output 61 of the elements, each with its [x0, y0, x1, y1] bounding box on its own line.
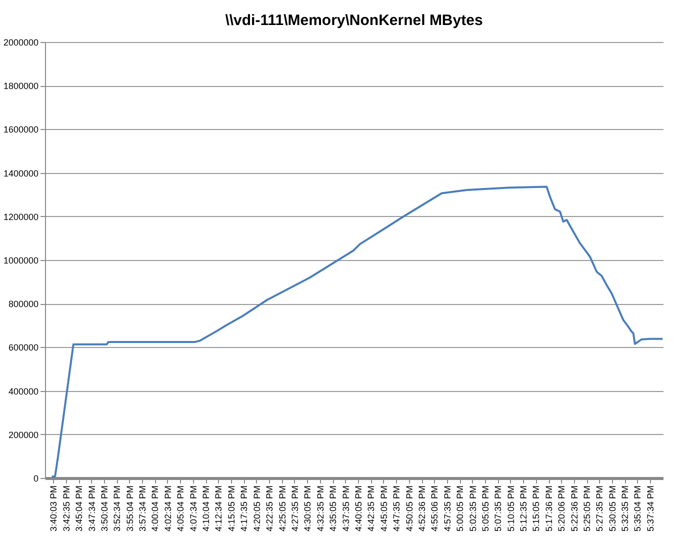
x-tick-label: 5:05:05 PM: [480, 486, 490, 532]
x-tick-label: 4:45:05 PM: [378, 486, 389, 532]
x-tick-label: 5:37:34 PM: [645, 486, 656, 532]
x-tick-label: 4:05:04 PM: [176, 486, 186, 532]
x-tick-label: 4:42:35 PM: [366, 486, 376, 532]
x-tick-label: 4:32:35 PM: [315, 486, 326, 532]
x-tick-label: 4:00:04 PM: [150, 486, 160, 532]
x-tick-label: 3:40:03 PM: [48, 486, 59, 532]
y-tick-label: 0: [33, 474, 38, 484]
y-tick-label: 600000: [8, 342, 38, 353]
x-tick-label: 5:30:05 PM: [607, 486, 618, 532]
x-tick-label: 4:55:06 PM: [430, 486, 440, 532]
x-tick-label: 5:25:05 PM: [582, 486, 592, 532]
y-tick-label: 1800000: [3, 81, 38, 92]
x-tick-label: 4:12:34 PM: [214, 486, 224, 532]
x-tick-label: 3:42:35 PM: [61, 486, 72, 532]
x-tick-label: 4:07:34 PM: [188, 486, 198, 532]
x-tick-label: 4:27:35 PM: [290, 486, 300, 532]
y-tick-label: 1000000: [3, 256, 38, 266]
x-tick-label: 4:52:36 PM: [417, 486, 428, 532]
x-tick-label: 4:10:04 PM: [201, 486, 212, 532]
x-tick-label: 4:20:05 PM: [252, 486, 262, 532]
x-tick-label: 5:22:36 PM: [569, 486, 580, 532]
x-tick-label: 5:02:35 PM: [468, 486, 478, 532]
x-tick-label: 5:32:35 PM: [620, 486, 630, 532]
y-tick-label: 2000000: [3, 38, 38, 48]
x-tick-label: 4:35:05 PM: [328, 486, 338, 532]
x-tick-label: 4:17:35 PM: [239, 486, 250, 532]
x-tick-label: 3:47:34 PM: [86, 486, 97, 532]
x-tick-label: 5:15:05 PM: [531, 486, 542, 532]
x-tick-label: 3:52:34 PM: [112, 486, 122, 532]
x-tick-label: 5:10:05 PM: [506, 486, 516, 532]
x-tick-label: 5:27:35 PM: [594, 486, 605, 532]
x-tick-label: 4:40:05 PM: [353, 486, 364, 532]
x-tick-label: 3:55:04 PM: [124, 486, 135, 532]
x-tick-label: 5:12:35 PM: [518, 486, 529, 532]
x-tick-label: 5:17:36 PM: [544, 486, 554, 532]
y-tick-label: 800000: [8, 299, 38, 310]
y-tick-label: 1600000: [3, 124, 38, 135]
x-tick-label: 4:50:05 PM: [404, 486, 414, 532]
chart-title: \\vdi-111\Memory\NonKernel MBytes: [225, 12, 483, 29]
y-tick-label: 200000: [8, 430, 38, 440]
x-tick-label: 5:07:35 PM: [493, 486, 504, 532]
x-tick-label: 5:35:04 PM: [632, 486, 643, 532]
x-tick-label: 4:22:35 PM: [264, 486, 275, 532]
line-series: [50, 186, 664, 478]
x-tick-label: 4:37:35 PM: [340, 486, 351, 532]
x-tick-label: 4:47:35 PM: [392, 486, 402, 532]
x-tick-label: 4:15:05 PM: [226, 486, 237, 532]
x-tick-label: 4:30:05 PM: [302, 486, 313, 532]
y-tick-label: 1400000: [3, 168, 38, 178]
x-tick-label: 3:57:34 PM: [138, 486, 148, 532]
x-tick-label: 4:25:05 PM: [277, 486, 288, 532]
y-tick-label: 400000: [8, 386, 38, 396]
y-tick-label: 1200000: [3, 212, 38, 222]
x-tick-label: 3:45:04 PM: [74, 486, 84, 532]
x-tick-label: 3:50:04 PM: [99, 486, 110, 532]
x-tick-label: 5:00:05 PM: [455, 486, 466, 532]
x-tick-label: 4:02:34 PM: [162, 486, 173, 532]
x-tick-label: 5:20:06 PM: [556, 486, 567, 532]
x-tick-label: 4:57:35 PM: [442, 486, 452, 532]
